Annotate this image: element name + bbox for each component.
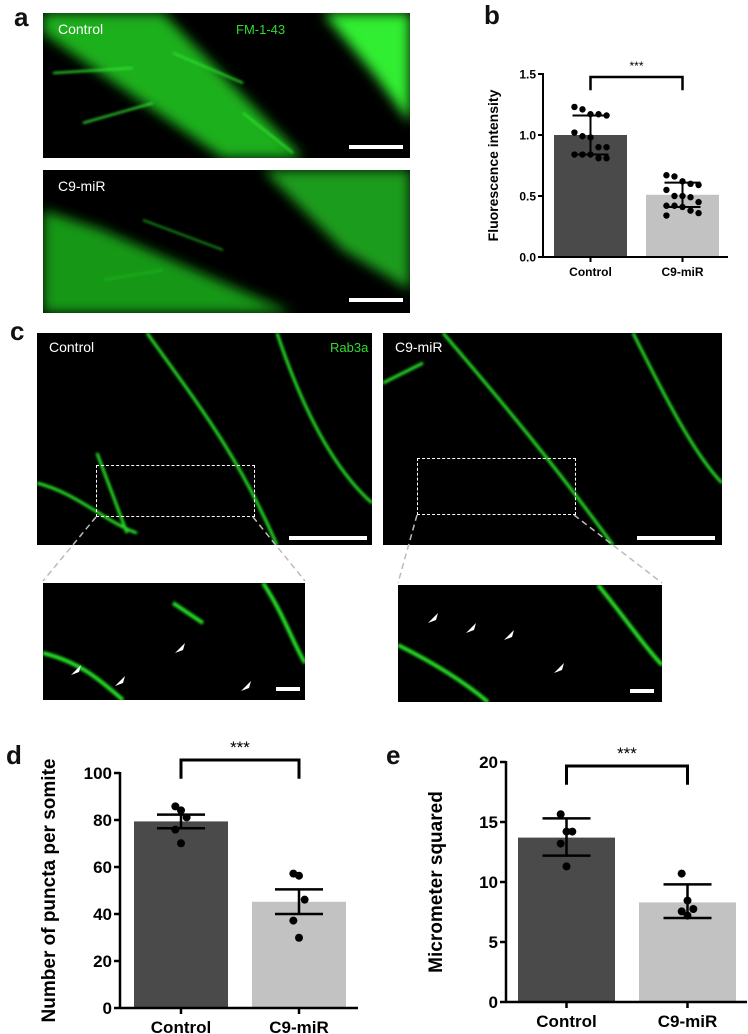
significance-bracket: [589, 75, 684, 91]
panel-label-c: c: [10, 316, 25, 346]
scale-bar: [630, 689, 654, 693]
data-point: [677, 869, 686, 878]
y-tick-label: 1.5: [519, 67, 536, 81]
data-point: [663, 212, 670, 219]
significance-stars: ***: [617, 744, 637, 763]
data-point: [603, 144, 610, 151]
x-tick-label: Control: [536, 1012, 596, 1031]
data-point: [289, 916, 298, 925]
zoom-region-box: [417, 458, 576, 515]
data-point: [556, 810, 565, 819]
zoom-region-box: [96, 465, 255, 517]
data-point: [595, 154, 602, 162]
data-point: [687, 194, 694, 201]
inset-control-rab3a: [43, 583, 305, 700]
panel-label-e: e: [386, 740, 401, 770]
image-label-c9mir: C9-miR: [58, 178, 106, 194]
scale-bar: [349, 298, 403, 302]
scale-bar: [637, 536, 715, 540]
data-point: [171, 825, 180, 834]
chart-b: Control C9-miR 0.0 0.5 1.0 1.5 Fluorescence in…: [485, 59, 728, 279]
significance-stars: ***: [629, 59, 643, 73]
data-point: [595, 144, 602, 151]
micrograph-c9mir-rab3a: C9-miR: [383, 333, 722, 545]
panel-label-a: a: [14, 2, 29, 32]
image-label-control: Control: [49, 339, 95, 355]
y-tick-label: 100: [84, 764, 112, 783]
data-point: [300, 895, 309, 904]
y-tick-label: 80: [93, 811, 112, 830]
data-point: [568, 827, 577, 836]
data-point: [603, 154, 610, 162]
data-point: [295, 933, 303, 942]
scale-bar: [276, 687, 300, 691]
data-point: [671, 192, 678, 200]
data-point: [571, 129, 578, 136]
data-point: [663, 202, 670, 209]
significance-bracket: [179, 758, 301, 779]
x-tick-label: Control: [151, 1018, 211, 1034]
data-point: [595, 111, 602, 118]
y-tick-label: 0: [489, 993, 498, 1012]
chart-e: Control C9-miR 0 5 10 15 20 Micrometer squared *…: [426, 744, 747, 1031]
inset-c9mir-rab3a: [398, 585, 662, 702]
data-point: [695, 198, 702, 206]
micrograph-control-fm143: Control FM-1-43: [43, 13, 410, 158]
data-point: [571, 103, 578, 111]
data-point: [295, 871, 303, 880]
image-label-c9mir: C9-miR: [395, 339, 443, 355]
x-tick-label: C9-miR: [658, 1012, 718, 1031]
data-point: [177, 806, 185, 815]
data-point: [579, 106, 586, 113]
chart-d: Control C9-miR 0 20 40 60 80 100 Number of punct…: [39, 738, 358, 1034]
x-tick-label: Control: [569, 265, 612, 279]
image-label-control: Control: [58, 21, 104, 37]
y-tick-label: 0.0: [519, 250, 536, 264]
data-point: [556, 839, 565, 848]
y-tick-label: 5: [489, 933, 498, 952]
significance-stars: ***: [230, 738, 250, 757]
bar-control: [134, 821, 228, 1008]
data-point: [671, 173, 678, 180]
stain-label: Rab3a: [330, 340, 369, 355]
scale-bar: [349, 145, 403, 149]
data-point: [663, 172, 670, 179]
y-axis-label: Number of puncta per somite: [39, 759, 60, 1023]
stain-label: FM-1-43: [236, 22, 286, 37]
bar-c9-mir: [252, 901, 346, 1008]
y-axis-label: Micrometer squared: [426, 791, 447, 973]
y-tick-label: 15: [479, 813, 498, 832]
data-point: [695, 209, 702, 217]
panel-label-b: b: [484, 0, 500, 30]
y-tick-label: 20: [93, 952, 112, 971]
data-point: [671, 202, 678, 209]
x-tick-label: C9-miR: [269, 1018, 329, 1034]
data-point: [689, 905, 698, 913]
data-point: [177, 839, 185, 848]
x-tick-label: C9-miR: [661, 265, 703, 279]
y-tick-label: 10: [479, 873, 498, 892]
data-point: [562, 862, 571, 871]
data-point: [579, 133, 586, 140]
micrograph-c9mir-fm143: C9-miR: [43, 170, 410, 313]
data-point: [663, 186, 670, 194]
y-tick-label: 0: [103, 999, 112, 1018]
data-point: [687, 180, 694, 187]
y-tick-label: 40: [93, 905, 112, 924]
y-tick-label: 20: [479, 753, 498, 772]
micrograph-control-rab3a: Control Rab3a: [37, 333, 372, 545]
data-point: [677, 907, 686, 916]
y-tick-label: 1.0: [519, 128, 536, 142]
data-point: [171, 802, 180, 811]
y-tick-label: 0.5: [519, 189, 536, 203]
y-axis-label: Fluorescence intensity: [485, 89, 501, 241]
significance-bracket: [565, 764, 689, 785]
data-point: [687, 207, 694, 214]
y-tick-label: 60: [93, 858, 112, 877]
panel-label-d: d: [6, 740, 22, 770]
bar-control: [518, 837, 615, 1002]
scale-bar: [289, 536, 367, 540]
